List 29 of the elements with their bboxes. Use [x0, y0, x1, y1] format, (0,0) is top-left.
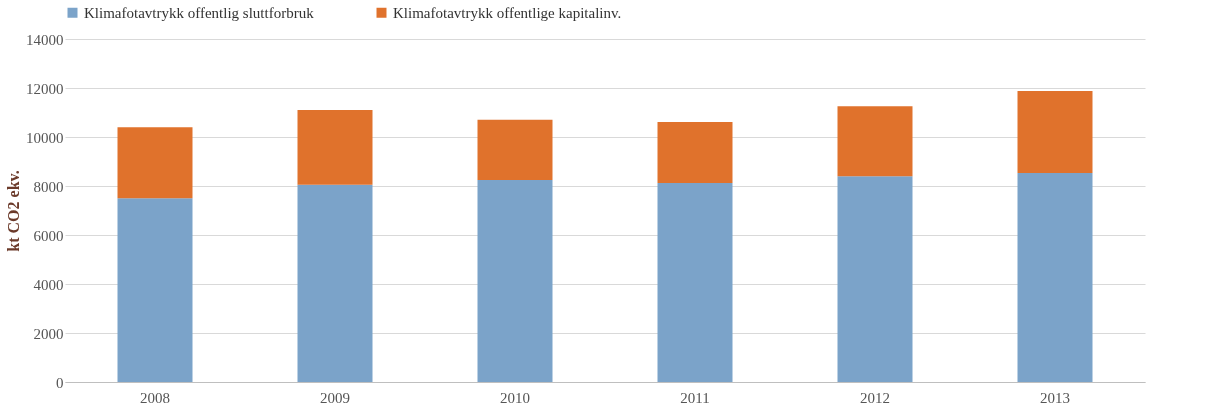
bar [1017, 173, 1093, 382]
legend-label: Klimafotavtrykk offentlige kapitalinv. [393, 4, 622, 21]
y-tick-label: 12000 [26, 80, 64, 97]
bar [657, 122, 733, 184]
bar [657, 183, 733, 382]
y-tick-label: 14000 [26, 31, 64, 48]
y-tick-label: 8000 [33, 178, 64, 195]
legend-label: Klimafotavtrykk offentlig sluttforbruk [84, 4, 315, 21]
bar [477, 179, 553, 382]
y-tick-label: 6000 [33, 227, 64, 244]
y-tick-label: 10000 [26, 129, 64, 146]
x-tick-label: 2008 [140, 389, 170, 406]
bar [477, 119, 553, 180]
bar [297, 184, 373, 382]
y-axis-title: kt CO2 ekv. [5, 170, 22, 252]
y-tick-label: 2000 [33, 325, 64, 342]
x-tick-label: 2011 [680, 389, 710, 406]
bar [837, 106, 913, 177]
bar [1017, 90, 1093, 174]
x-tick-label: 2010 [500, 389, 530, 406]
x-tick-label: 2009 [320, 389, 350, 406]
bar [117, 127, 193, 199]
x-tick-label: 2013 [1040, 389, 1070, 406]
y-tick-label: 0 [56, 374, 64, 391]
x-tick-label: 2012 [860, 389, 890, 406]
bar [297, 110, 373, 185]
y-tick-label: 4000 [33, 276, 64, 293]
bar [117, 198, 193, 382]
bar [837, 176, 913, 382]
